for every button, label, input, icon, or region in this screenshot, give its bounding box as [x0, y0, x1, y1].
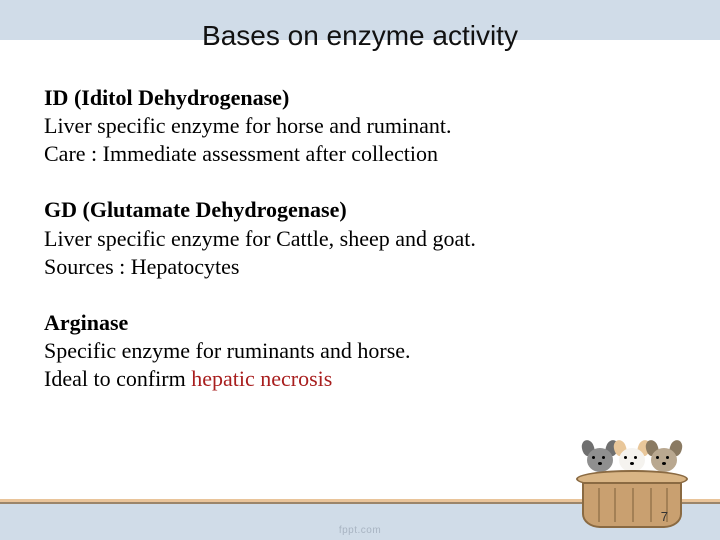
enzyme-block-gd: GD (Glutamate Dehydrogenase) Liver speci… [44, 196, 676, 280]
block-line: Ideal to confirm hepatic necrosis [44, 365, 676, 393]
slide-title: Bases on enzyme activity [0, 20, 720, 52]
block-heading: GD (Glutamate Dehydrogenase) [44, 196, 676, 224]
enzyme-block-arginase: Arginase Specific enzyme for ruminants a… [44, 309, 676, 393]
block-heading: ID (Iditol Dehydrogenase) [44, 84, 676, 112]
keyword-hepatic-necrosis: hepatic necrosis [191, 366, 332, 391]
block-line: Specific enzyme for ruminants and horse. [44, 337, 676, 365]
page-number: 7 [661, 509, 668, 524]
block-line: Liver specific enzyme for Cattle, sheep … [44, 225, 676, 253]
slide-body: ID (Iditol Dehydrogenase) Liver specific… [44, 84, 676, 421]
block-line: Sources : Hepatocytes [44, 253, 676, 281]
puppies-in-tub-icon [572, 428, 692, 528]
line-prefix: Ideal to confirm [44, 366, 191, 391]
watermark: fppt.com [339, 525, 381, 536]
block-line: Care : Immediate assessment after collec… [44, 140, 676, 168]
block-line: Liver specific enzyme for horse and rumi… [44, 112, 676, 140]
block-heading: Arginase [44, 309, 676, 337]
enzyme-block-id: ID (Iditol Dehydrogenase) Liver specific… [44, 84, 676, 168]
